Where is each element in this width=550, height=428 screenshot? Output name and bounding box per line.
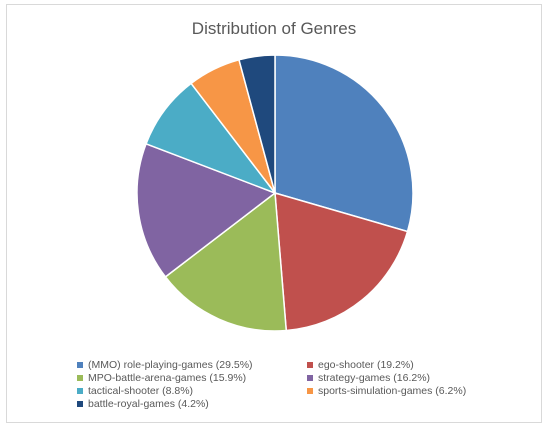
legend-label: battle-royal-games (4.2%) — [88, 398, 209, 410]
legend-label: tactical-shooter (8.8%) — [88, 385, 194, 397]
legend-item-4: tactical-shooter (8.8%) — [77, 385, 193, 397]
legend-item-0: (MMO) role-playing-games (29.5%) — [77, 359, 253, 371]
legend-label: ego-shooter (19.2%) — [318, 359, 414, 371]
legend-item-1: ego-shooter (19.2%) — [307, 359, 414, 371]
pie-slice-0 — [274, 54, 414, 233]
legend-swatch — [77, 375, 83, 381]
pie-slice-6 — [238, 54, 276, 194]
pie-chart — [136, 54, 414, 332]
legend-item-3: strategy-games (16.2%) — [307, 372, 430, 384]
legend-item-6: battle-royal-games (4.2%) — [77, 398, 209, 410]
chart-area: Distribution of Genres (MMO) role-playin… — [6, 4, 542, 423]
legend-swatch — [77, 401, 83, 407]
legend-swatch — [307, 362, 313, 368]
legend-swatch — [307, 388, 313, 394]
legend-label: MPO-battle-arena-games (15.9%) — [88, 372, 247, 384]
chart-title: Distribution of Genres — [191, 19, 357, 38]
legend-label: (MMO) role-playing-games (29.5%) — [88, 359, 253, 371]
legend-item-2: MPO-battle-arena-games (15.9%) — [77, 372, 246, 384]
pie-slice-2 — [164, 191, 288, 332]
pie-slice-1 — [274, 191, 409, 332]
legend-swatch — [307, 375, 313, 381]
legend-item-5: sports-simulation-games (6.2%) — [307, 385, 466, 397]
legend-label: strategy-games (16.2%) — [318, 372, 431, 384]
legend-label: sports-simulation-games (6.2%) — [318, 385, 467, 397]
legend-swatch — [77, 388, 83, 394]
legend-swatch — [77, 362, 83, 368]
pie-slice-3 — [136, 142, 277, 278]
